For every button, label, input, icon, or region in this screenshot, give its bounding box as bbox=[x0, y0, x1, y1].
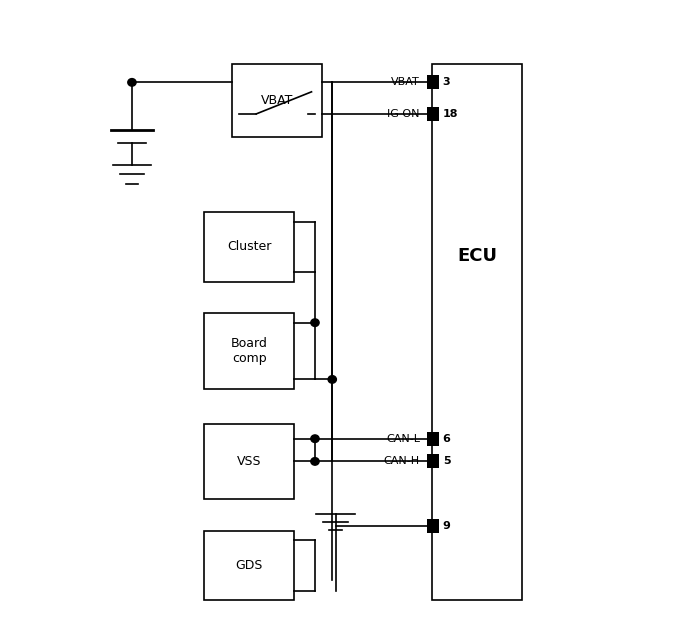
Text: ECU: ECU bbox=[457, 247, 497, 265]
Circle shape bbox=[311, 435, 319, 442]
Bar bbox=[433, 64, 522, 600]
Text: 3: 3 bbox=[442, 77, 450, 88]
Bar bbox=[427, 454, 439, 468]
Text: 18: 18 bbox=[442, 109, 459, 119]
Bar bbox=[205, 424, 294, 499]
Circle shape bbox=[128, 79, 136, 86]
Text: 5: 5 bbox=[442, 456, 450, 466]
Text: IG ON: IG ON bbox=[387, 109, 420, 119]
Circle shape bbox=[311, 458, 319, 465]
Text: 6: 6 bbox=[442, 434, 451, 443]
Text: Board
comp: Board comp bbox=[231, 337, 268, 365]
Text: CAN-H: CAN-H bbox=[384, 456, 420, 466]
Bar bbox=[427, 75, 439, 89]
Text: Cluster: Cluster bbox=[227, 240, 271, 254]
Bar bbox=[232, 64, 322, 137]
Bar bbox=[205, 313, 294, 389]
Bar bbox=[427, 520, 439, 534]
Text: CAN-L: CAN-L bbox=[386, 434, 420, 443]
Bar bbox=[205, 531, 294, 600]
Text: VSS: VSS bbox=[237, 455, 261, 468]
Circle shape bbox=[311, 319, 319, 327]
Text: VBAT: VBAT bbox=[391, 77, 420, 88]
Bar bbox=[427, 107, 439, 121]
Bar bbox=[427, 432, 439, 445]
Bar bbox=[205, 212, 294, 282]
Text: 9: 9 bbox=[442, 521, 451, 532]
Text: VBAT: VBAT bbox=[261, 94, 293, 107]
Circle shape bbox=[328, 376, 336, 383]
Text: GDS: GDS bbox=[236, 559, 263, 572]
